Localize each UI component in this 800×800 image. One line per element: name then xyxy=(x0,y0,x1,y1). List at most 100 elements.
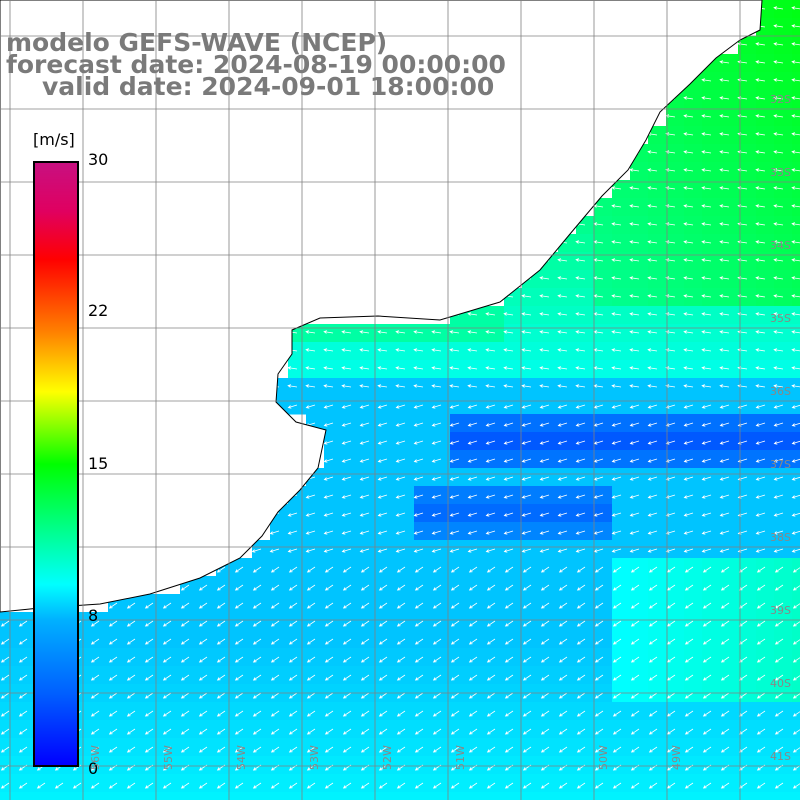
wind-arrow xyxy=(449,422,460,427)
wind-speed-cell xyxy=(504,306,523,325)
wind-arrow xyxy=(377,348,388,352)
wind-speed-cell xyxy=(738,450,757,469)
wind-speed-cell xyxy=(450,342,469,361)
wind-speed-cell xyxy=(576,396,595,415)
wind-speed-cell xyxy=(666,432,685,451)
wind-speed-cell xyxy=(486,486,505,505)
wind-speed-cell xyxy=(522,378,541,397)
wind-speed-cell xyxy=(486,342,505,361)
wind-speed-cell xyxy=(342,738,361,757)
wind-speed-cell xyxy=(576,774,595,793)
wind-arrow xyxy=(540,728,550,735)
wind-arrow xyxy=(665,476,676,481)
wind-arrow xyxy=(522,674,532,681)
wind-speed-cell xyxy=(288,594,307,613)
wind-speed-cell xyxy=(684,666,703,685)
wind-speed-cell xyxy=(720,324,739,343)
wind-arrow xyxy=(126,692,136,699)
wind-arrow xyxy=(485,494,496,499)
wind-speed-cell xyxy=(450,486,469,505)
wind-speed-cell xyxy=(648,288,667,307)
wind-speed-cell xyxy=(576,720,595,739)
wind-arrow xyxy=(450,584,460,591)
wind-arrow xyxy=(648,620,658,627)
wind-speed-cell xyxy=(234,756,253,775)
wind-speed-cell xyxy=(18,774,37,793)
wind-arrow xyxy=(558,566,568,573)
wind-speed-cell xyxy=(486,774,505,793)
wind-speed-cell xyxy=(234,594,253,613)
wind-arrow xyxy=(701,348,712,352)
wind-speed-cell xyxy=(666,270,685,289)
wind-speed-cell xyxy=(126,774,145,793)
wind-speed-cell xyxy=(486,738,505,757)
wind-arrow xyxy=(360,746,370,753)
wind-arrow xyxy=(504,638,514,645)
wind-speed-cell xyxy=(738,720,757,739)
wind-speed-cell xyxy=(234,630,253,649)
wind-arrow xyxy=(558,692,568,699)
wind-arrow xyxy=(756,728,766,735)
wind-arrow xyxy=(612,746,622,753)
wind-arrow xyxy=(449,404,460,409)
wind-arrow xyxy=(18,692,28,699)
wind-arrow xyxy=(540,692,550,699)
wind-speed-cell xyxy=(72,792,91,800)
wind-speed-cell xyxy=(792,306,800,325)
wind-arrow xyxy=(413,330,424,334)
wind-arrow xyxy=(755,404,766,409)
wind-speed-cell xyxy=(90,756,109,775)
wind-speed-cell xyxy=(18,720,37,739)
wind-arrow xyxy=(162,746,172,753)
wind-arrow xyxy=(665,222,676,226)
wind-speed-cell xyxy=(216,576,235,595)
wind-speed-cell xyxy=(270,612,289,631)
wind-arrow xyxy=(144,710,154,717)
wind-arrow xyxy=(701,114,712,118)
wind-arrow xyxy=(395,476,406,481)
wind-arrow xyxy=(359,404,370,409)
wind-arrow xyxy=(755,132,766,136)
wind-arrow xyxy=(647,548,658,553)
wind-speed-cell xyxy=(162,702,181,721)
colorbar-tick-22: 22 xyxy=(88,301,109,320)
wind-arrow xyxy=(630,638,640,645)
wind-arrow xyxy=(665,258,676,262)
wind-speed-cell xyxy=(0,756,19,775)
lat-label: 34S xyxy=(770,239,791,252)
wind-arrow xyxy=(414,584,424,591)
wind-speed-cell xyxy=(576,522,595,541)
wind-arrow xyxy=(756,584,766,591)
wind-arrow xyxy=(108,692,118,699)
wind-arrow xyxy=(395,404,406,409)
wind-arrow xyxy=(467,422,478,427)
wind-arrow xyxy=(647,258,658,262)
wind-speed-cell xyxy=(792,702,800,721)
wind-arrow xyxy=(288,692,298,699)
wind-arrow xyxy=(521,494,532,499)
wind-arrow xyxy=(323,366,334,370)
wind-speed-cell xyxy=(612,252,631,271)
wind-speed-cell xyxy=(324,612,343,631)
wind-arrow xyxy=(323,548,334,553)
wind-speed-cell xyxy=(612,288,631,307)
wind-speed-cell xyxy=(144,792,163,800)
wind-arrow xyxy=(594,782,604,789)
wind-speed-cell xyxy=(630,630,649,649)
wind-arrow xyxy=(503,494,514,499)
wind-arrow xyxy=(288,638,298,645)
wind-arrow xyxy=(540,638,550,645)
wind-speed-cell xyxy=(648,756,667,775)
wind-arrow xyxy=(395,530,406,535)
wind-speed-cell xyxy=(630,360,649,379)
wind-speed-cell xyxy=(792,54,800,73)
wind-speed-cell xyxy=(486,558,505,577)
wind-speed-cell xyxy=(738,270,757,289)
wind-arrow xyxy=(377,440,388,445)
wind-speed-cell xyxy=(270,648,289,667)
wind-arrow xyxy=(468,710,478,717)
wind-arrow xyxy=(396,638,406,645)
wind-speed-cell xyxy=(306,360,325,379)
wind-speed-cell xyxy=(612,342,631,361)
wind-speed-cell xyxy=(522,558,541,577)
